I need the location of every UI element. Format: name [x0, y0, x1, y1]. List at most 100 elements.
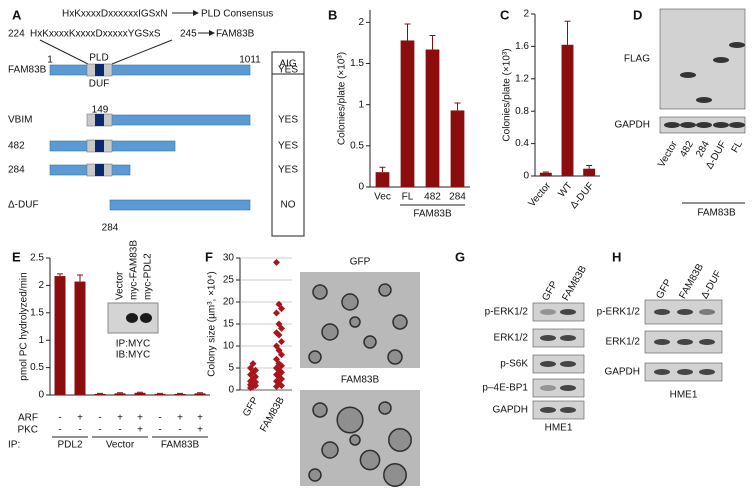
label: HME1 — [545, 423, 573, 434]
condition-sign: - — [178, 425, 181, 436]
band — [140, 313, 152, 323]
row-label: GAPDH — [604, 367, 640, 378]
point — [275, 331, 283, 339]
label: 284 — [8, 165, 25, 176]
cell — [312, 284, 328, 300]
condition-sign: + — [137, 413, 143, 424]
point — [278, 305, 285, 313]
y-axis-title: Colonies/plate (×10³) — [337, 52, 348, 145]
label: VBIM — [8, 115, 32, 126]
x-tick-label: FAM83B — [258, 395, 287, 434]
error-bar — [77, 274, 83, 282]
label: 245 — [180, 29, 197, 40]
cell — [383, 463, 407, 487]
point — [249, 360, 257, 368]
y-tick-label: 1 — [358, 99, 364, 110]
label: FAM83B — [8, 65, 47, 76]
row-label: FLAG — [624, 54, 650, 65]
row-label: p-S6K — [500, 359, 528, 370]
point — [278, 351, 285, 359]
y-tick-label: 1.5 — [350, 58, 364, 69]
bar — [539, 172, 552, 176]
y-tick-label: 1.2 — [515, 73, 529, 84]
condition-sign: + — [197, 425, 203, 436]
aig-box — [271, 51, 305, 237]
label: DUF — [89, 79, 110, 90]
label: PLD — [89, 53, 108, 64]
label: HxKxxxxKxxxxDxxxxxYGSxS — [30, 29, 161, 40]
cell — [349, 434, 361, 446]
y-tick-label: 5 — [228, 363, 234, 374]
y-axis-title: Colonies/plate (×10³) — [502, 48, 513, 141]
panel-label: E — [12, 249, 21, 264]
error-bar — [157, 392, 163, 394]
label: 224 — [8, 29, 25, 40]
band — [126, 313, 138, 323]
construct-bar — [99, 114, 251, 126]
cell — [308, 350, 322, 364]
panel-label: B — [328, 7, 337, 22]
bar — [450, 110, 465, 187]
condition-sign: - — [58, 425, 61, 436]
bar — [154, 393, 166, 395]
cell — [378, 283, 392, 297]
band — [560, 309, 576, 315]
label: YES — [278, 65, 298, 76]
blot-strip — [532, 354, 585, 374]
band — [696, 122, 712, 128]
band — [729, 42, 745, 48]
x-tick-label: Δ-DUF — [568, 181, 596, 211]
point — [278, 338, 285, 346]
band — [696, 97, 712, 103]
band — [560, 385, 576, 391]
bar — [194, 393, 206, 395]
y-tick-label: 0.4 — [515, 138, 529, 149]
lane-label: FAM83B — [560, 264, 589, 303]
x-tick-label: 482 — [424, 192, 441, 203]
band — [540, 385, 556, 391]
cell — [321, 441, 339, 459]
x-tick-label: 284 — [449, 192, 466, 203]
band — [699, 309, 715, 315]
lane-label: FL — [730, 139, 746, 155]
band — [540, 335, 556, 341]
condition-sign: - — [78, 425, 81, 436]
label: 149 — [92, 105, 109, 116]
lane-label: GFP — [654, 277, 674, 301]
y-tick-label: 0 — [38, 390, 44, 401]
condition-sign: + — [137, 425, 143, 436]
label: HxKxxxxDxxxxxxIGSxN — [62, 9, 168, 20]
band — [540, 361, 556, 367]
construct-bar — [49, 140, 176, 152]
row-label: GAPDH — [614, 120, 650, 131]
error-bar — [564, 20, 571, 45]
band — [680, 72, 696, 78]
x-tick-label: WT — [556, 181, 574, 200]
label: IB:MYC — [116, 350, 150, 361]
blot-strip — [532, 302, 585, 322]
label: 1 — [47, 55, 53, 66]
band — [654, 369, 670, 375]
cell — [363, 335, 377, 349]
row-label: GAPDH — [492, 405, 528, 416]
blot-strip — [532, 378, 585, 398]
bar — [94, 393, 106, 395]
condition-sign: + — [177, 413, 183, 424]
cell — [388, 428, 412, 452]
label: AIG — [279, 59, 296, 70]
label: FAM83B — [161, 440, 200, 451]
panel-label: F — [205, 249, 213, 264]
duf-core — [95, 64, 104, 76]
point — [273, 382, 280, 390]
band — [677, 309, 693, 315]
condition-sign: + — [197, 413, 203, 424]
lane-label: 482 — [678, 139, 696, 159]
arrow-head — [209, 30, 215, 36]
y-tick-label: 20 — [223, 297, 235, 308]
label: FAM83B — [341, 375, 380, 386]
label: NO — [281, 200, 296, 211]
y-tick-label: 2 — [523, 9, 529, 20]
band — [560, 335, 576, 341]
label: YES — [278, 165, 298, 176]
panel-label: D — [633, 7, 642, 22]
